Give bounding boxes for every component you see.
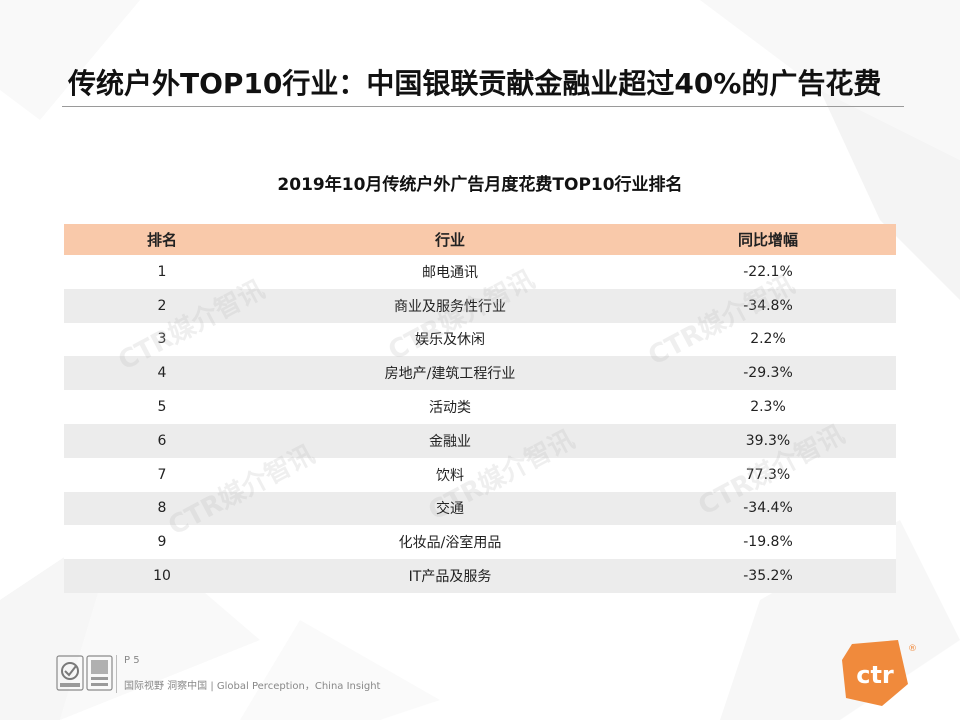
table-row: 3 娱乐及休闲 2.2%: [64, 322, 896, 357]
rank-cell: 3: [64, 322, 260, 357]
table-row: 9 化妆品/浴室用品 -19.8%: [64, 525, 896, 560]
rank-cell: 10: [64, 559, 260, 593]
footer-tagline: 国际视野 洞察中国 | Global Perception，China Insi…: [124, 681, 381, 692]
change-cell: 77.3%: [640, 457, 896, 492]
table-title: 2019年10月传统户外广告月度花费TOP10行业排名: [277, 175, 683, 195]
rank-cell: 8: [64, 491, 260, 526]
table-row: 10 IT产品及服务 -35.2%: [64, 559, 896, 593]
rank-cell: 7: [64, 457, 260, 492]
rank-cell: 9: [64, 525, 260, 560]
table-header-row: 排名 行业 同比增幅: [64, 224, 896, 255]
change-cell: 39.3%: [640, 423, 896, 458]
ranking-table: 排名 行业 同比增幅 1 邮电通讯 -22.1% 2 商业及服务性行业 -34.…: [64, 224, 896, 593]
registered-mark: ®: [908, 644, 917, 654]
table-row: 7 饮料 77.3%: [64, 457, 896, 492]
industry-cell: 化妆品/浴室用品: [260, 525, 640, 560]
industry-cell: 交通: [260, 491, 640, 526]
header-industry: 行业: [260, 224, 640, 255]
industry-cell: 娱乐及休闲: [260, 322, 640, 357]
slide-title: 传统户外TOP10行业：中国银联贡献金融业超过40%的广告花费: [68, 67, 882, 100]
header-rank: 排名: [64, 224, 260, 255]
rank-cell: 2: [64, 288, 260, 323]
footer-divider: [116, 655, 117, 693]
industry-cell: 商业及服务性行业: [260, 288, 640, 323]
table-row: 6 金融业 39.3%: [64, 423, 896, 458]
change-cell: -35.2%: [640, 559, 896, 593]
change-cell: 2.2%: [640, 322, 896, 357]
certification-logos: [56, 655, 113, 691]
change-cell: -34.8%: [640, 288, 896, 323]
table-row: 5 活动类 2.3%: [64, 390, 896, 424]
industry-cell: IT产品及服务: [260, 559, 640, 593]
table-row: 2 商业及服务性行业 -34.8%: [64, 288, 896, 323]
page-number: P 5: [124, 655, 140, 666]
rank-cell: 5: [64, 390, 260, 424]
change-cell: -34.4%: [640, 491, 896, 526]
change-cell: -22.1%: [640, 255, 896, 289]
rank-cell: 4: [64, 356, 260, 391]
rank-cell: 6: [64, 423, 260, 458]
industry-cell: 饮料: [260, 457, 640, 492]
rank-cell: 1: [64, 255, 260, 289]
table-row: 8 交通 -34.4%: [64, 491, 896, 526]
ctr-logo-text: ctr: [856, 661, 894, 689]
change-cell: -19.8%: [640, 525, 896, 560]
industry-cell: 活动类: [260, 390, 640, 424]
change-cell: -29.3%: [640, 356, 896, 391]
industry-cell: 金融业: [260, 423, 640, 458]
table-row: 1 邮电通讯 -22.1%: [64, 255, 896, 289]
table-row: 4 房地产/建筑工程行业 -29.3%: [64, 356, 896, 391]
industry-cell: 房地产/建筑工程行业: [260, 356, 640, 391]
change-cell: 2.3%: [640, 390, 896, 424]
ctr-logo: ctr: [842, 640, 908, 706]
title-divider: [62, 106, 904, 107]
header-change: 同比增幅: [640, 224, 896, 255]
industry-cell: 邮电通讯: [260, 255, 640, 289]
